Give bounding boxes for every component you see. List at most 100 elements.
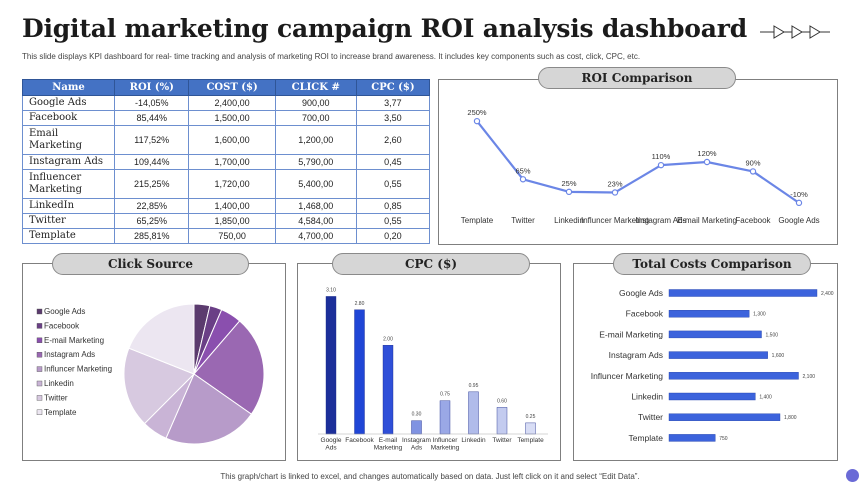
- roi-point: [611, 189, 619, 196]
- pie-legend-label: Google Ads: [44, 307, 85, 316]
- table-cell: 215,25%: [113, 169, 190, 199]
- roi-series-line: [476, 120, 800, 204]
- cost-data-label: 1,800: [784, 415, 797, 421]
- table-cell: LinkedIn: [22, 198, 115, 214]
- roi-point: [473, 117, 481, 125]
- cpc-bar: [439, 400, 451, 435]
- cpc-bar-chart: 3.10 Google Ads 2.80 Facebook 2.00 E-mail Marke…: [318, 287, 548, 452]
- table-cell: 700,00: [274, 110, 357, 126]
- cost-y-tick-label: Template: [629, 433, 664, 443]
- cost-bar: [668, 434, 716, 442]
- table-header-cell: ROI (%): [113, 79, 190, 96]
- pie-slice: [123, 347, 195, 425]
- cost-bar: [668, 310, 750, 318]
- table-row: Instagram Ads 109,44% 1,700,00 5,790,00 0,45: [22, 154, 431, 170]
- pie-legend-label: Instagram Ads: [44, 350, 95, 359]
- table-cell: 750,00: [188, 228, 276, 244]
- table-header-cell: CPC ($): [355, 79, 431, 96]
- table-row: Twitter 65,25% 1,850,00 4,584,00 0,55: [22, 213, 431, 229]
- roi-point: [795, 199, 803, 207]
- arrows-decoration-icon: [760, 25, 830, 39]
- table-header-cell: CLICK #: [274, 79, 357, 96]
- table-row: Email Marketing 117,52% 1,600,00 1,200,00 2,…: [22, 125, 431, 155]
- cpc-bar: [525, 422, 536, 435]
- roi-x-tick-label: Twitter: [511, 216, 535, 225]
- cost-bar: [668, 289, 818, 297]
- table-cell: 3,77: [355, 95, 431, 111]
- cpc-data-label: 2.00: [383, 336, 393, 342]
- table-row: Template 285,81% 750,00 4,700,00 0,20: [22, 228, 431, 244]
- table-cell: Google Ads: [22, 95, 115, 111]
- slide-indicator-icon: [846, 469, 859, 482]
- cost-bar: [668, 330, 762, 339]
- table-cell: 2,400,00: [188, 95, 276, 111]
- table-cell: 117,52%: [113, 125, 190, 155]
- cost-data-label: 1,600: [772, 353, 785, 359]
- table-cell: 65,25%: [113, 213, 190, 229]
- roi-x-tick-label: Linkedin: [554, 216, 584, 225]
- table-cell: 1,700,00: [188, 154, 276, 170]
- cpc-data-label: 3.10: [326, 287, 336, 293]
- roi-data-label: 25%: [561, 179, 576, 188]
- cost-y-tick-label: Influncer Marketing: [591, 371, 664, 381]
- cost-data-label: 750: [719, 436, 728, 442]
- cpc-data-label: 0.95: [469, 383, 479, 389]
- roi-data-label: 110%: [652, 152, 671, 161]
- roi-x-tick-label: Instagram Ads: [635, 216, 686, 225]
- table-cell: 900,00: [274, 95, 357, 111]
- table-header-cell: Name: [22, 79, 115, 96]
- page-title: Digital marketing campaign ROI analysis …: [22, 14, 748, 43]
- cpc-bar: [411, 420, 422, 435]
- cost-y-tick-label: Linkedin: [631, 392, 663, 402]
- total-costs-panel: 2,400 Google Ads 1,300 Facebook 1,500 E-mail …: [573, 263, 838, 461]
- kpi-table: Name ROI (%) COST ($) CLICK # CPC ($) Go…: [22, 79, 431, 244]
- pie-legend-label: Twitter: [44, 393, 68, 402]
- cost-data-label: 1,300: [753, 312, 766, 318]
- cpc-x-tick-label: Linkedin: [461, 437, 486, 444]
- legend-swatch: [36, 337, 43, 344]
- table-cell: 109,44%: [113, 154, 190, 170]
- cpc-bar: [325, 296, 337, 435]
- cost-y-tick-label: Twitter: [638, 412, 663, 422]
- roi-x-tick-label: Facebook: [735, 216, 771, 225]
- table-header-row: Name ROI (%) COST ($) CLICK # CPC ($): [22, 79, 431, 96]
- legend-swatch: [36, 380, 43, 387]
- page-subtitle: This slide displays KPI dashboard for re…: [22, 52, 641, 61]
- cpc-data-label: 0.60: [497, 398, 507, 404]
- roi-point: [565, 188, 573, 196]
- cpc-x-tick-label: Twitter: [492, 437, 512, 444]
- cost-bar: [668, 392, 756, 401]
- table-cell: 4,700,00: [274, 228, 357, 244]
- cost-data-label: 1,500: [766, 332, 779, 338]
- table-cell: Influencer Marketing: [22, 169, 115, 199]
- roi-x-tick-label: Google Ads: [778, 216, 819, 225]
- cpc-x-tick-label: Google Ads: [321, 437, 342, 452]
- roi-data-label: 90%: [745, 158, 760, 167]
- cpc-x-tick-label: Instagram Ads: [402, 437, 431, 452]
- cpc-x-tick-label: Facebook: [345, 437, 374, 444]
- roi-point: [657, 161, 665, 169]
- cost-y-tick-label: Google Ads: [619, 288, 663, 298]
- click-source-title: Click Source: [52, 253, 249, 275]
- table-cell: 1,200,00: [274, 125, 357, 155]
- roi-data-label: 65%: [515, 166, 530, 175]
- table-cell: 1,468,00: [274, 198, 357, 214]
- roi-data-label: 23%: [607, 179, 622, 188]
- roi-point: [703, 158, 711, 166]
- roi-x-tick-label: Template: [461, 216, 494, 225]
- table-cell: 5,400,00: [274, 169, 357, 199]
- cost-bar: [668, 372, 799, 380]
- table-cell: Template: [22, 228, 115, 244]
- cpc-data-label: 0.30: [412, 412, 422, 418]
- pie-legend-label: Template: [44, 408, 77, 417]
- cost-y-tick-label: Instagram Ads: [609, 350, 663, 360]
- legend-swatch: [36, 351, 43, 358]
- cpc-title: CPC ($): [332, 253, 530, 275]
- table-cell: 0,55: [355, 213, 431, 229]
- click-source-pie-chart: Google Ads Facebook E-mail Marketing Instag…: [36, 303, 265, 445]
- legend-swatch: [36, 409, 43, 416]
- table-cell: 0,20: [355, 228, 431, 244]
- cpc-x-tick-label: Template: [517, 437, 544, 444]
- legend-swatch: [36, 366, 43, 372]
- table-cell: 1,400,00: [188, 198, 276, 214]
